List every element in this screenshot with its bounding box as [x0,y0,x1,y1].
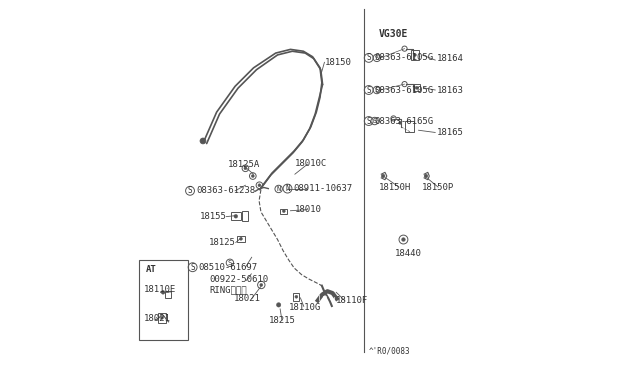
Text: 18150: 18150 [325,58,352,67]
Circle shape [282,210,285,212]
Text: S: S [367,53,371,62]
FancyBboxPatch shape [237,236,245,242]
Circle shape [260,283,263,286]
Text: 18164: 18164 [436,54,463,64]
Text: 18110G: 18110G [289,302,321,312]
Text: 18125: 18125 [209,238,236,247]
FancyBboxPatch shape [243,211,248,221]
Text: 08363-6165G: 08363-6165G [374,116,434,125]
FancyBboxPatch shape [404,121,414,132]
Text: 08363-61238: 08363-61238 [196,186,255,195]
Text: 18150P: 18150P [422,183,454,192]
Text: S: S [367,86,371,94]
FancyBboxPatch shape [413,84,420,92]
FancyBboxPatch shape [158,313,166,323]
Text: 08363-6105G: 08363-6105G [374,53,434,62]
Text: 18021: 18021 [143,314,170,323]
Text: 18165: 18165 [436,128,463,137]
FancyBboxPatch shape [280,209,287,214]
Circle shape [424,174,428,178]
Text: N: N [285,184,290,193]
Text: 18021: 18021 [234,294,261,303]
Circle shape [200,138,206,144]
Text: 18125A: 18125A [228,160,260,170]
Text: 08911-10637: 08911-10637 [293,184,353,193]
Text: 18110F: 18110F [335,296,368,305]
Circle shape [234,214,237,218]
Text: 00922-50610: 00922-50610 [209,275,268,283]
Text: S: S [375,55,379,61]
Text: VG30E: VG30E [379,29,408,39]
Text: 18155: 18155 [200,212,227,221]
Text: 18163: 18163 [436,86,463,95]
Circle shape [161,291,165,294]
Text: S: S [190,263,195,272]
Text: 18110E: 18110E [143,285,176,294]
Bar [139,260,188,340]
Text: S: S [188,186,193,195]
Text: 08510-61697: 08510-61697 [198,263,258,272]
Text: RINGリング: RINGリング [209,285,247,294]
FancyBboxPatch shape [293,293,300,301]
Circle shape [381,174,385,178]
Text: 08363-6105G: 08363-6105G [374,86,434,94]
Text: 18215: 18215 [269,316,296,325]
Circle shape [239,237,243,240]
Text: AT: AT [146,265,156,274]
Circle shape [258,184,261,187]
Circle shape [161,316,163,319]
Circle shape [399,121,401,124]
Text: S: S [228,260,232,266]
Circle shape [252,174,254,177]
Circle shape [244,167,247,170]
FancyBboxPatch shape [411,50,419,60]
Circle shape [413,54,417,57]
Circle shape [295,295,298,298]
Text: 18010C: 18010C [295,159,327,168]
Circle shape [415,86,418,89]
Circle shape [401,238,405,241]
FancyBboxPatch shape [164,291,172,298]
Text: 18150H: 18150H [379,183,412,192]
Text: 18010: 18010 [295,205,322,214]
Text: 18440: 18440 [395,249,422,258]
Text: S: S [367,116,371,125]
Text: ^'R0/0083: ^'R0/0083 [369,346,410,355]
Text: S: S [375,87,379,93]
FancyBboxPatch shape [231,212,241,220]
Text: S: S [372,118,377,124]
Text: N: N [276,186,281,192]
Circle shape [276,303,281,307]
